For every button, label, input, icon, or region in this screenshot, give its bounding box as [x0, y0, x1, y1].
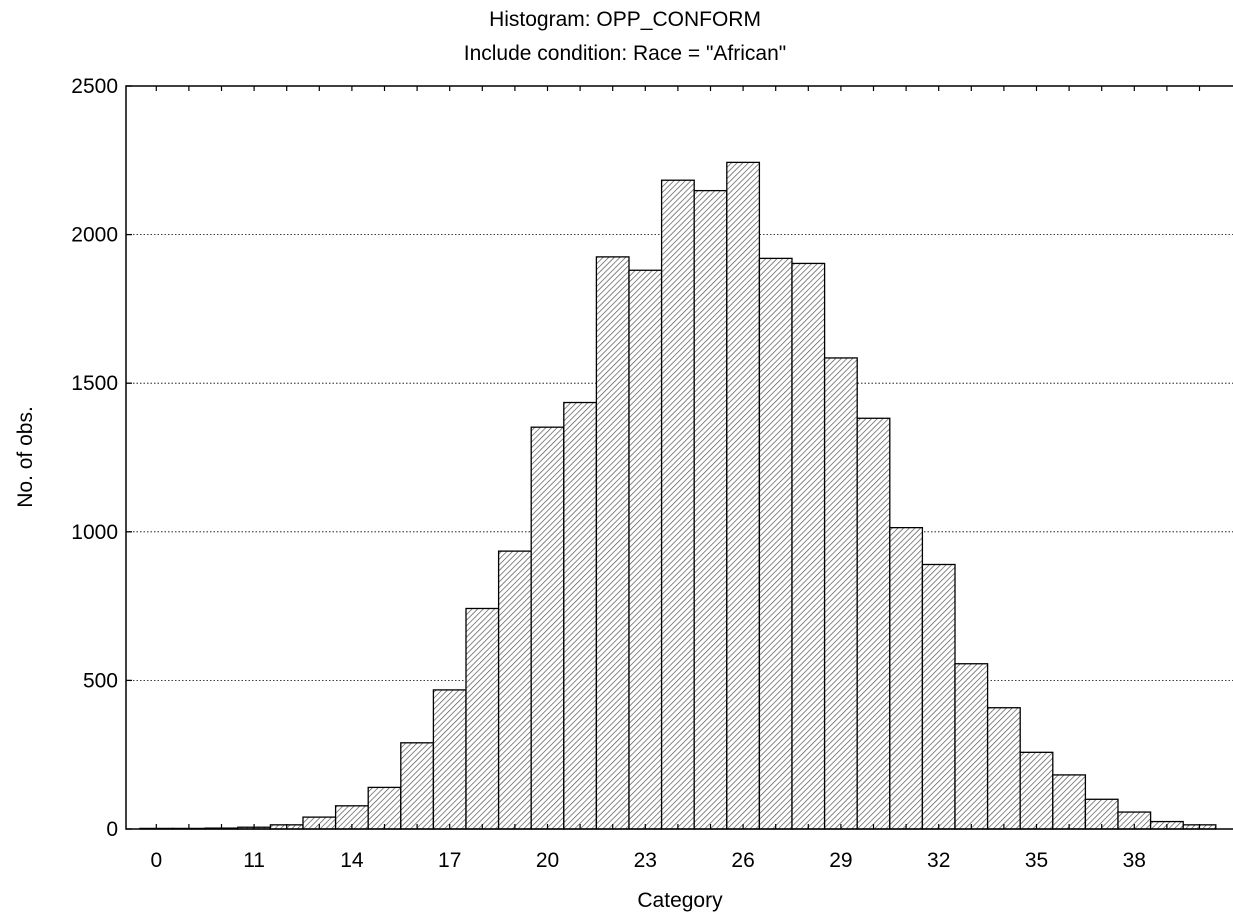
- histogram-bar: [856, 417, 891, 830]
- histogram-bar: [954, 663, 989, 830]
- x-tick-label: 29: [829, 849, 852, 872]
- x-tick-label: 11: [243, 849, 265, 872]
- y-axis: 0 500 1000 1500 2000 2500: [71, 75, 132, 841]
- x-tick-label: 20: [536, 849, 559, 872]
- histogram-bar: [921, 563, 956, 830]
- x-tick-label: 17: [438, 849, 461, 872]
- histogram-bar: [367, 786, 402, 830]
- x-tick-label: 14: [340, 849, 364, 872]
- plot-frame: [125, 85, 1233, 830]
- histogram-bar: [693, 189, 728, 830]
- x-tick-label: 0: [150, 849, 162, 872]
- histogram-bar: [465, 607, 500, 830]
- x-tick-label: 26: [731, 849, 754, 872]
- histogram-bar: [432, 689, 467, 830]
- histogram-bar: [726, 161, 761, 830]
- x-tick-label: 23: [634, 849, 657, 872]
- x-axis-label: Category: [637, 889, 723, 912]
- histogram-bar: [563, 401, 598, 830]
- chart-subtitle: Include condition: Race = "African": [464, 42, 787, 65]
- y-tick-label: 2500: [71, 75, 118, 98]
- histogram-bar: [530, 426, 565, 830]
- histogram-bar: [889, 526, 924, 830]
- histogram-bar: [1052, 774, 1087, 830]
- y-tick-label: 0: [106, 818, 118, 841]
- histogram-bar: [660, 179, 695, 830]
- bars: [139, 161, 1217, 830]
- x-tick-label: 35: [1025, 849, 1048, 872]
- x-tick-label: 32: [927, 849, 950, 872]
- y-tick-label: 1500: [71, 372, 118, 395]
- y-tick-label: 2000: [71, 224, 118, 247]
- histogram-bar: [791, 262, 826, 830]
- chart-title: Histogram: OPP_CONFORM: [489, 8, 761, 31]
- histogram-bar: [595, 256, 630, 830]
- histogram-bar: [823, 357, 858, 830]
- x-axis: 0 11 14 17 20 23 26 29 32 35 38: [150, 86, 1201, 872]
- histogram-bar: [986, 707, 1021, 830]
- y-axis-label: No. of obs.: [14, 406, 37, 508]
- y-tick-label: 500: [83, 669, 118, 692]
- x-tick-label: 38: [1123, 849, 1146, 872]
- y-tick-label: 1000: [71, 521, 118, 544]
- histogram-bar: [400, 742, 435, 830]
- histogram-bar: [758, 257, 793, 830]
- histogram-bar: [628, 269, 663, 830]
- histogram-bar: [497, 550, 532, 830]
- histogram-bar: [1019, 751, 1054, 830]
